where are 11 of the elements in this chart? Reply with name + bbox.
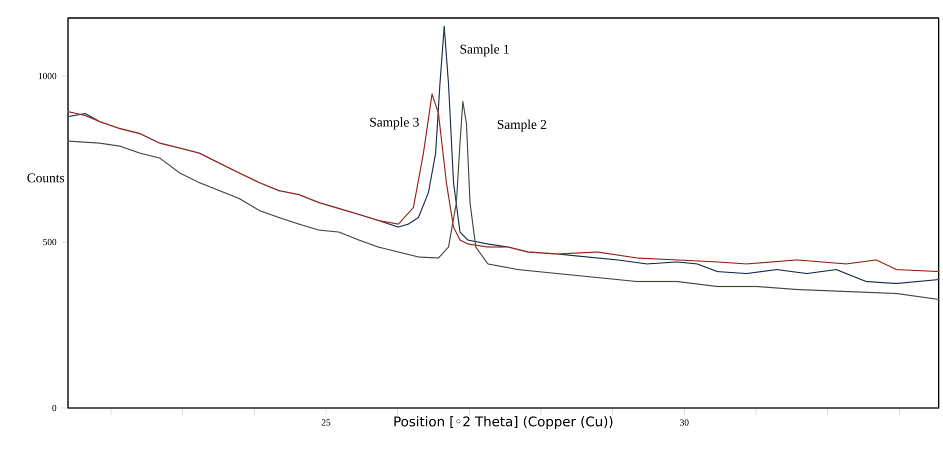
y-tick-label: 1000 <box>38 72 56 80</box>
x-tick-label: 25 <box>322 419 330 426</box>
x-axis-title: Position [◦2 Theta] (Copper (Cu)) <box>394 416 612 430</box>
line-series <box>67 93 940 272</box>
x-tick-label: 30 <box>680 419 689 426</box>
y-axis-title: Counts <box>27 173 64 182</box>
y-tick-label: 500 <box>43 238 56 246</box>
series-label: Sample 1 <box>460 44 509 56</box>
series-label: Sample 3 <box>370 117 419 130</box>
y-tick-label: 0 <box>52 404 56 412</box>
text: Sample 2 <box>498 120 546 132</box>
